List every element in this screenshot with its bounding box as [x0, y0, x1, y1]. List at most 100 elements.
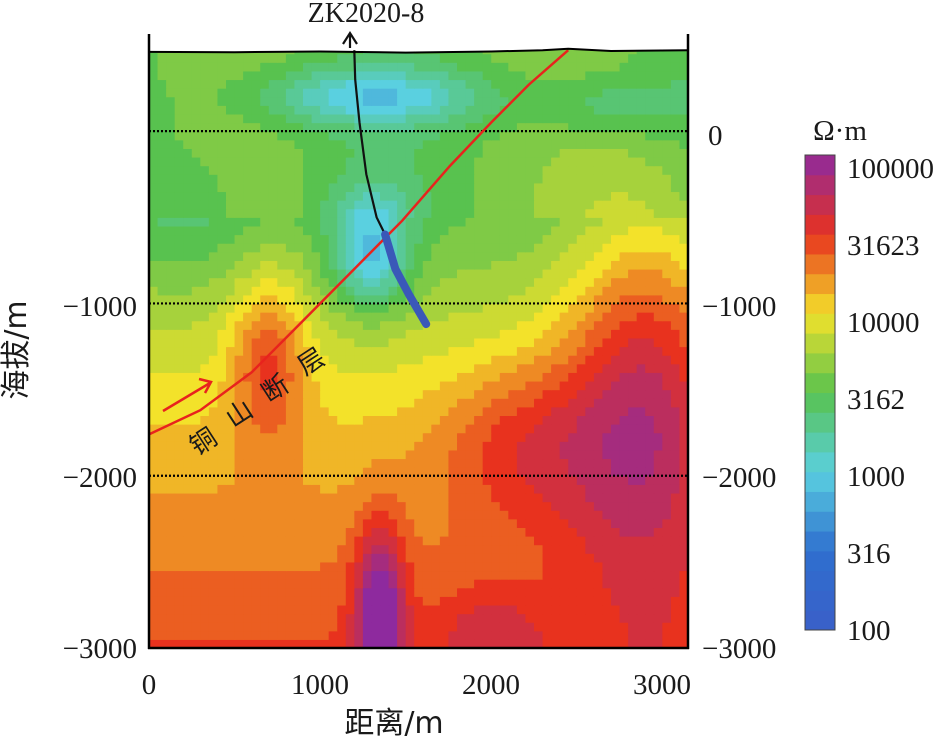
resistivity-cell [251, 174, 261, 184]
resistivity-cell [268, 432, 278, 442]
resistivity-cell [593, 70, 604, 81]
resistivity-cell [183, 613, 193, 623]
resistivity-cell [149, 96, 159, 106]
resistivity-cell [636, 613, 646, 623]
resistivity-cell [251, 182, 261, 193]
resistivity-cell [482, 312, 492, 322]
resistivity-cell [636, 79, 646, 89]
resistivity-cell [166, 329, 176, 339]
resistivity-cell [534, 553, 544, 563]
resistivity-cell [448, 380, 458, 391]
resistivity-cell [328, 596, 338, 606]
resistivity-cell [636, 475, 646, 485]
resistivity-cell [277, 363, 287, 373]
resistivity-cell [388, 432, 398, 442]
resistivity-cell [208, 148, 219, 158]
resistivity-cell [388, 286, 398, 296]
resistivity-cell [191, 579, 201, 589]
resistivity-cell [576, 182, 586, 193]
resistivity-cell [157, 363, 167, 373]
resistivity-cell [174, 243, 184, 253]
resistivity-cell [474, 286, 484, 296]
resistivity-cell [551, 182, 561, 193]
resistivity-cell [234, 62, 244, 72]
resistivity-cell [191, 131, 201, 141]
resistivity-cell [388, 139, 398, 149]
resistivity-cell [534, 639, 544, 648]
resistivity-cell [593, 355, 604, 365]
resistivity-cell [311, 346, 321, 356]
resistivity-cell [251, 518, 261, 528]
resistivity-cell [482, 622, 492, 632]
resistivity-cell [380, 424, 390, 434]
resistivity-cell [149, 234, 159, 244]
resistivity-cell [149, 105, 159, 115]
resistivity-cell [268, 62, 278, 72]
resistivity-cell [217, 510, 227, 520]
resistivity-cell [174, 320, 184, 330]
resistivity-cell [414, 518, 424, 528]
resistivity-cell [303, 303, 313, 313]
resistivity-cell [234, 432, 244, 442]
resistivity-cell [277, 467, 287, 477]
resistivity-cell [268, 208, 278, 218]
resistivity-cell [679, 536, 688, 546]
resistivity-cell [149, 277, 159, 287]
resistivity-cell [362, 630, 373, 640]
resistivity-cell [662, 156, 672, 167]
resistivity-cell [157, 260, 167, 270]
resistivity-cell [499, 70, 509, 81]
resistivity-cell [311, 79, 321, 89]
resistivity-cell [662, 570, 672, 580]
resistivity-cell [268, 243, 278, 253]
resistivity-cell [285, 544, 296, 554]
resistivity-cell [628, 260, 638, 270]
resistivity-cell [380, 156, 390, 167]
resistivity-cell [183, 277, 193, 287]
resistivity-cell [636, 217, 646, 227]
resistivity-cell [534, 544, 544, 554]
resistivity-cell [191, 380, 201, 391]
resistivity-cell [380, 475, 390, 485]
resistivity-cell [559, 553, 569, 563]
resistivity-cell [499, 286, 509, 296]
resistivity-cell [166, 268, 176, 279]
resistivity-cell [653, 467, 663, 477]
resistivity-cell [234, 492, 244, 503]
resistivity-cell [157, 329, 167, 339]
resistivity-cell [243, 363, 253, 373]
resistivity-cell [183, 337, 193, 348]
resistivity-cell [457, 122, 467, 132]
resistivity-cell [653, 131, 663, 141]
resistivity-cell [422, 570, 432, 580]
plot-frame [147, 34, 690, 650]
resistivity-cell [243, 131, 253, 141]
resistivity-cell [516, 182, 527, 193]
resistivity-cell [397, 122, 407, 132]
resistivity-cell [525, 570, 535, 580]
resistivity-cell [439, 639, 450, 648]
resistivity-cell [337, 484, 347, 494]
resistivity-cell [508, 165, 518, 175]
resistivity-cell [157, 639, 167, 648]
resistivity-cell [474, 544, 484, 554]
resistivity-cell [380, 96, 390, 106]
resistivity-cell [525, 441, 535, 451]
resistivity-cell [653, 225, 663, 236]
resistivity-cell [303, 579, 313, 589]
resistivity-cell [568, 346, 578, 356]
resistivity-cell [268, 389, 278, 399]
resistivity-cell [619, 355, 629, 365]
resistivity-cell [457, 139, 467, 149]
resistivity-cell [542, 337, 552, 348]
resistivity-cell [277, 53, 287, 63]
resistivity-cell [260, 243, 270, 253]
resistivity-cell [251, 303, 261, 313]
resistivity-cell [645, 639, 655, 648]
resistivity-cell [568, 596, 578, 606]
resistivity-cell [645, 561, 655, 572]
resistivity-cell [251, 596, 261, 606]
resistivity-cell [260, 156, 270, 167]
resistivity-cell [208, 639, 219, 648]
resistivity-cell [311, 208, 321, 218]
